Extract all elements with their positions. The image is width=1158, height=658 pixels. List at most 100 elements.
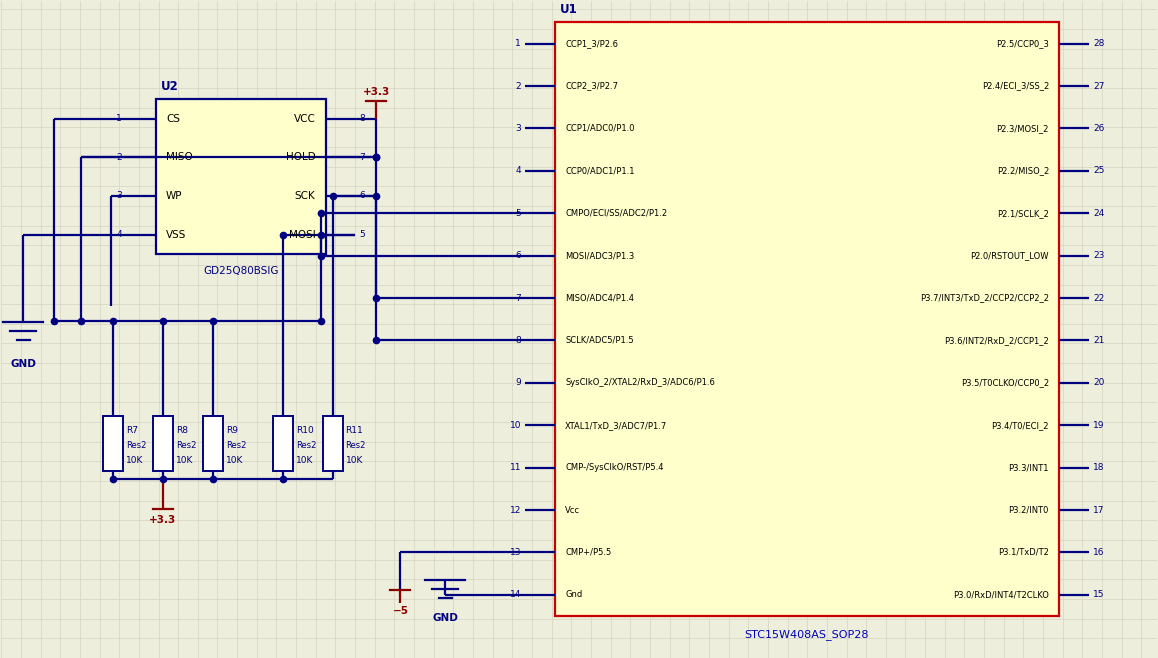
Bar: [272, 416, 293, 471]
Text: CCP0/ADC1/P1.1: CCP0/ADC1/P1.1: [565, 166, 635, 175]
Text: GND: GND: [432, 613, 459, 623]
Text: 13: 13: [510, 548, 521, 557]
Text: MOSI: MOSI: [288, 230, 316, 240]
Text: 17: 17: [1093, 505, 1105, 515]
Text: R11: R11: [345, 426, 364, 435]
Text: VCC: VCC: [294, 114, 316, 124]
Text: CCP1/ADC0/P1.0: CCP1/ADC0/P1.0: [565, 124, 635, 133]
Text: Res2: Res2: [295, 441, 316, 450]
Text: SCLK/ADC5/P1.5: SCLK/ADC5/P1.5: [565, 336, 633, 345]
Text: MOSI/ADC3/P1.3: MOSI/ADC3/P1.3: [565, 251, 635, 260]
Text: 10K: 10K: [176, 456, 193, 465]
Text: CMPO/ECI/SS/ADC2/P1.2: CMPO/ECI/SS/ADC2/P1.2: [565, 209, 667, 218]
Text: 10K: 10K: [126, 456, 144, 465]
Text: P2.4/ECI_3/SS_2: P2.4/ECI_3/SS_2: [982, 82, 1049, 91]
Text: Res2: Res2: [226, 441, 247, 450]
Text: 25: 25: [1093, 166, 1105, 175]
Bar: [203, 416, 222, 471]
Text: WP: WP: [166, 191, 183, 201]
Text: MISO/ADC4/P1.4: MISO/ADC4/P1.4: [565, 293, 635, 303]
Text: 28: 28: [1093, 39, 1105, 48]
Text: 8: 8: [359, 114, 365, 123]
Text: 3: 3: [116, 191, 122, 201]
Text: 18: 18: [1093, 463, 1105, 472]
Text: 5: 5: [515, 209, 521, 218]
Text: 6: 6: [515, 251, 521, 260]
Text: 2: 2: [515, 82, 521, 91]
Text: +3.3: +3.3: [149, 515, 176, 525]
Text: P3.6/INT2/RxD_2/CCP1_2: P3.6/INT2/RxD_2/CCP1_2: [944, 336, 1049, 345]
Text: 14: 14: [510, 590, 521, 599]
Text: P3.3/INT1: P3.3/INT1: [1009, 463, 1049, 472]
Text: P3.7/INT3/TxD_2/CCP2/CCP2_2: P3.7/INT3/TxD_2/CCP2/CCP2_2: [919, 293, 1049, 303]
Text: CS: CS: [166, 114, 179, 124]
Text: 5: 5: [359, 230, 365, 239]
Text: R8: R8: [176, 426, 188, 435]
Bar: [153, 416, 173, 471]
Text: R10: R10: [295, 426, 314, 435]
Text: GD25Q80BSIG: GD25Q80BSIG: [203, 266, 278, 276]
Text: U2: U2: [161, 80, 178, 93]
Text: P2.5/CCP0_3: P2.5/CCP0_3: [996, 39, 1049, 48]
Text: R9: R9: [226, 426, 237, 435]
Text: 10K: 10K: [295, 456, 313, 465]
Text: 7: 7: [515, 293, 521, 303]
Text: 12: 12: [510, 505, 521, 515]
Text: 16: 16: [1093, 548, 1105, 557]
Text: 6: 6: [359, 191, 365, 201]
Text: P3.0/RxD/INT4/T2CLKO: P3.0/RxD/INT4/T2CLKO: [953, 590, 1049, 599]
Bar: [555, 22, 1058, 616]
Text: SysClkO_2/XTAL2/RxD_3/ADC6/P1.6: SysClkO_2/XTAL2/RxD_3/ADC6/P1.6: [565, 378, 714, 388]
Bar: [323, 416, 343, 471]
Text: Res2: Res2: [176, 441, 196, 450]
Text: P2.2/MISO_2: P2.2/MISO_2: [997, 166, 1049, 175]
Text: CMP-/SysClkO/RST/P5.4: CMP-/SysClkO/RST/P5.4: [565, 463, 664, 472]
Text: 21: 21: [1093, 336, 1105, 345]
Text: HOLD: HOLD: [286, 152, 316, 163]
Text: 10: 10: [510, 420, 521, 430]
Text: −5: −5: [393, 606, 409, 616]
Text: 9: 9: [515, 378, 521, 388]
Text: 26: 26: [1093, 124, 1105, 133]
Text: Gnd: Gnd: [565, 590, 582, 599]
Text: 4: 4: [515, 166, 521, 175]
Text: P3.2/INT0: P3.2/INT0: [1009, 505, 1049, 515]
Bar: [156, 99, 325, 254]
Text: STC15W408AS_SOP28: STC15W408AS_SOP28: [745, 629, 870, 640]
Text: Res2: Res2: [126, 441, 146, 450]
Text: 24: 24: [1093, 209, 1104, 218]
Text: 2: 2: [117, 153, 122, 162]
Text: SCK: SCK: [295, 191, 316, 201]
Text: 22: 22: [1093, 293, 1104, 303]
Text: 20: 20: [1093, 378, 1105, 388]
Text: 4: 4: [117, 230, 122, 239]
Text: 10K: 10K: [226, 456, 243, 465]
Text: U1: U1: [560, 3, 578, 16]
Text: CCP1_3/P2.6: CCP1_3/P2.6: [565, 39, 618, 48]
Bar: [103, 416, 123, 471]
Text: R7: R7: [126, 426, 138, 435]
Text: P3.4/T0/ECI_2: P3.4/T0/ECI_2: [991, 420, 1049, 430]
Text: CCP2_3/P2.7: CCP2_3/P2.7: [565, 82, 618, 91]
Text: MISO: MISO: [166, 152, 192, 163]
Text: CMP+/P5.5: CMP+/P5.5: [565, 548, 611, 557]
Text: 15: 15: [1093, 590, 1105, 599]
Text: 10K: 10K: [345, 456, 362, 465]
Text: 7: 7: [359, 153, 365, 162]
Text: +3.3: +3.3: [362, 87, 390, 97]
Text: 1: 1: [116, 114, 122, 123]
Text: 1: 1: [515, 39, 521, 48]
Text: 11: 11: [510, 463, 521, 472]
Text: 8: 8: [515, 336, 521, 345]
Text: Vcc: Vcc: [565, 505, 580, 515]
Text: Res2: Res2: [345, 441, 366, 450]
Text: 3: 3: [515, 124, 521, 133]
Text: 23: 23: [1093, 251, 1105, 260]
Text: VSS: VSS: [166, 230, 186, 240]
Text: 19: 19: [1093, 420, 1105, 430]
Text: GND: GND: [10, 359, 36, 368]
Text: P3.1/TxD/T2: P3.1/TxD/T2: [998, 548, 1049, 557]
Text: P3.5/T0CLKO/CCP0_2: P3.5/T0CLKO/CCP0_2: [961, 378, 1049, 388]
Text: P2.3/MOSI_2: P2.3/MOSI_2: [997, 124, 1049, 133]
Text: XTAL1/TxD_3/ADC7/P1.7: XTAL1/TxD_3/ADC7/P1.7: [565, 420, 667, 430]
